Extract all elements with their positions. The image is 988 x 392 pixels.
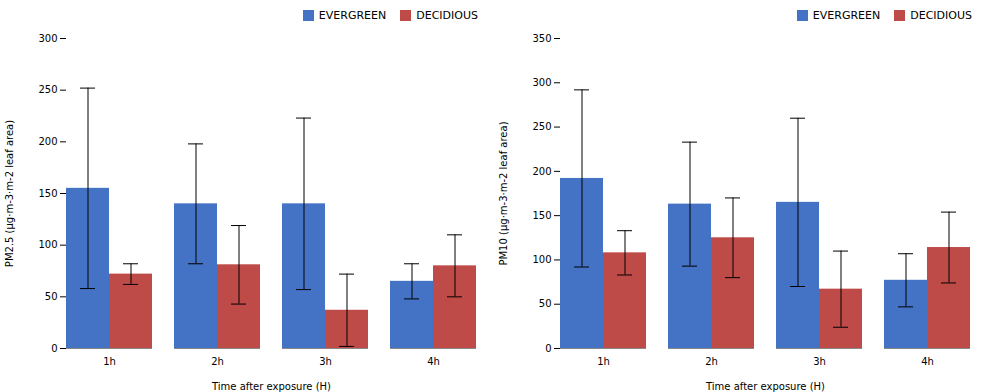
svg-text:PM2.5 (μg·m-3·m-2 leaf area): PM2.5 (μg·m-3·m-2 leaf area) bbox=[4, 120, 15, 267]
svg-text:4h: 4h bbox=[427, 356, 440, 367]
html-text:DECIDIOUS: DECIDIOUS bbox=[416, 8, 478, 22]
svg-text:1h: 1h bbox=[103, 356, 116, 367]
svg-text:150: 150 bbox=[38, 188, 57, 199]
svg-text:250: 250 bbox=[532, 121, 551, 132]
svg-text:4h: 4h bbox=[921, 356, 934, 367]
svg-text:Time after exposure (H): Time after exposure (H) bbox=[705, 381, 825, 392]
html-text:EVERGREEN: EVERGREEN bbox=[318, 8, 387, 22]
html-text:EVERGREEN: EVERGREEN bbox=[812, 8, 881, 22]
svg-text:50: 50 bbox=[45, 291, 58, 302]
svg-text:300: 300 bbox=[532, 77, 551, 88]
svg-text:300: 300 bbox=[38, 33, 57, 44]
svg-text:350: 350 bbox=[532, 33, 551, 44]
svg-text:Time after exposure (H): Time after exposure (H) bbox=[211, 381, 331, 392]
html-text:DECIDIOUS: DECIDIOUS bbox=[910, 8, 972, 22]
svg-text:250: 250 bbox=[38, 84, 57, 95]
svg-text:0: 0 bbox=[51, 343, 57, 354]
svg-text:150: 150 bbox=[532, 210, 551, 221]
svg-text:1h: 1h bbox=[597, 356, 610, 367]
svg-text:PM10 (μg·m-3·m-2 leaf area): PM10 (μg·m-3·m-2 leaf area) bbox=[498, 121, 509, 265]
svg-text:3h: 3h bbox=[813, 356, 826, 367]
svg-text:100: 100 bbox=[38, 239, 57, 250]
svg-text:2h: 2h bbox=[211, 356, 224, 367]
svg-text:3h: 3h bbox=[319, 356, 332, 367]
svg-text:100: 100 bbox=[532, 254, 551, 265]
svg-text:0: 0 bbox=[545, 343, 551, 354]
svg-text:2h: 2h bbox=[705, 356, 718, 367]
svg-text:50: 50 bbox=[539, 298, 552, 309]
svg-text:200: 200 bbox=[532, 166, 551, 177]
svg-text:200: 200 bbox=[38, 136, 57, 147]
